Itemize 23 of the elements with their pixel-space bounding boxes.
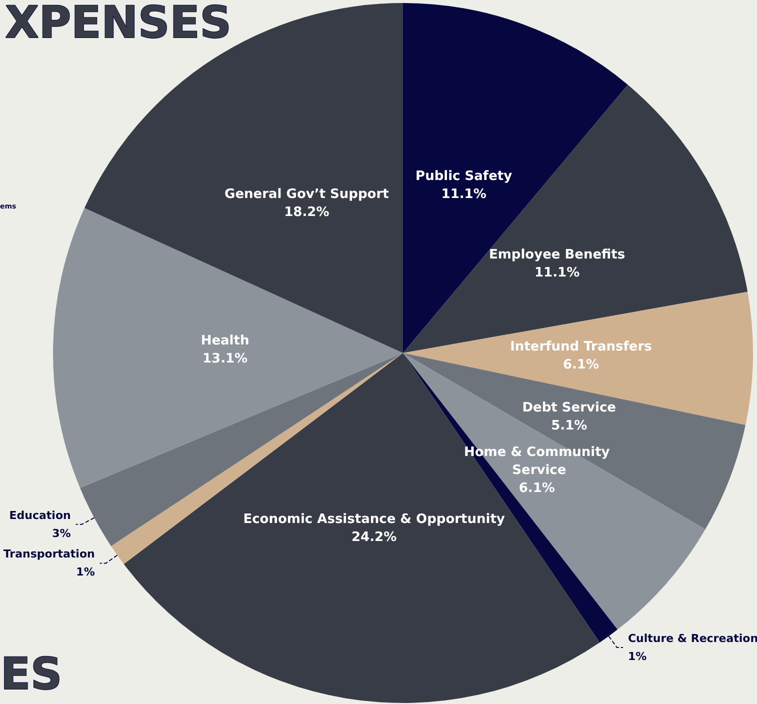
data-label: 1% [76,566,95,579]
slice-label: Economic Assistance & Opportunity [243,512,506,528]
data-label: 18.2% [284,204,330,220]
chart-title: XPENSES [5,0,232,48]
slice-label: Employee Benefits [488,247,626,262]
data-label: 3% [52,526,71,540]
data-label: 1% [628,650,647,663]
data-label: 24.2% [351,530,397,546]
data-label: 6.1% [518,480,555,496]
data-label: 11.1% [534,265,580,280]
slice-label: Education [9,508,71,522]
data-label: 5.1% [551,418,588,434]
data-label: 6.1% [562,357,600,372]
slice-label: Culture & Recreation [628,632,757,645]
slice-label: Interfund Transfers [510,339,652,354]
data-label: 11.1% [441,187,486,202]
text: ES [0,649,62,700]
slice-label: Debt Service [522,400,616,416]
slice-label: General Gov’t Support [224,186,389,202]
slice-label: Transportation [3,548,95,561]
slice-label: Public Safety [416,169,513,184]
slice-label: Health [200,334,250,349]
data-label: 13.1% [202,352,248,367]
